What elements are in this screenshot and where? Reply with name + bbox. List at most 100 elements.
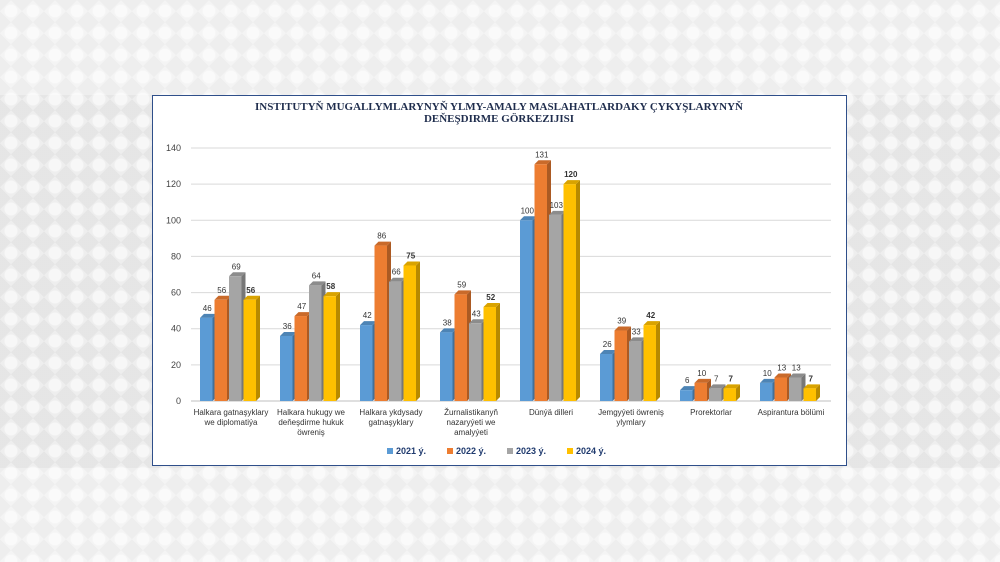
category-label-line: nazaryýeti we xyxy=(447,418,496,427)
bar xyxy=(760,382,773,401)
category-label-line: deňeşdirme hukuk xyxy=(278,418,344,427)
chart-title-line: DEŇEŞDIRME GÖRKEZIJISI xyxy=(424,112,574,125)
bar xyxy=(643,325,656,401)
bar xyxy=(323,296,336,401)
x-axis: Halkara gatnaşyklary we diplomatiýa Halkar… xyxy=(194,408,825,437)
bar xyxy=(200,317,213,401)
bar xyxy=(294,316,307,401)
legend-label: 2024 ý. xyxy=(576,446,606,456)
category-label-line: we diplomatiýa xyxy=(204,418,258,427)
data-label: 64 xyxy=(312,271,321,280)
bar xyxy=(520,220,533,401)
legend-swatch xyxy=(507,448,513,454)
data-label: 43 xyxy=(472,309,481,318)
bar xyxy=(454,294,467,401)
legend-label: 2023 ý. xyxy=(516,446,546,456)
legend-swatch xyxy=(567,448,573,454)
bar-top xyxy=(723,384,740,389)
category-label: Aspirantura bölümi xyxy=(758,408,825,417)
bar-side xyxy=(336,292,340,401)
bar xyxy=(280,335,293,401)
bar-side xyxy=(656,321,660,401)
y-tick-label: 100 xyxy=(166,215,181,225)
bar xyxy=(360,325,373,401)
data-labels: 46 56 69 56 36 47 64 58 42 86 66 75 38 59 43 52 100 131 10… xyxy=(203,150,814,385)
bar-top xyxy=(789,373,806,378)
bar xyxy=(789,377,802,401)
bar-top xyxy=(774,373,791,378)
y-tick-label: 140 xyxy=(166,143,181,153)
bar-top xyxy=(280,331,297,336)
y-tick-label: 80 xyxy=(171,251,181,261)
data-label: 100 xyxy=(521,206,535,215)
y-tick-label: 20 xyxy=(171,360,181,370)
bar-top xyxy=(694,378,711,383)
bar xyxy=(549,214,562,401)
category-label-line: Prorektorlar xyxy=(690,408,732,417)
bar xyxy=(229,276,242,401)
bar xyxy=(469,323,482,401)
bars xyxy=(200,160,820,401)
y-tick-label: 0 xyxy=(176,396,181,406)
bar-top xyxy=(803,384,820,389)
category-label-line: Halkara gatnaşyklary xyxy=(194,408,269,417)
bar-side xyxy=(576,180,580,401)
y-tick-label: 60 xyxy=(171,288,181,298)
bar xyxy=(709,388,722,401)
bar xyxy=(680,390,693,401)
bar xyxy=(614,330,627,401)
data-label: 120 xyxy=(564,170,578,179)
data-label: 56 xyxy=(217,286,226,295)
bar-top xyxy=(520,216,537,221)
bar-top xyxy=(483,303,500,308)
bar xyxy=(374,245,387,401)
background-band-top xyxy=(0,0,1000,95)
category-label: Dünýä dilleri xyxy=(529,408,573,417)
data-label: 10 xyxy=(697,369,706,378)
bar-top xyxy=(549,210,566,215)
data-label: 7 xyxy=(714,374,719,383)
data-label: 46 xyxy=(203,304,212,313)
data-label: 103 xyxy=(550,201,564,210)
bar xyxy=(403,265,416,401)
bar xyxy=(483,307,496,401)
bar xyxy=(723,388,736,401)
data-label: 36 xyxy=(283,322,292,331)
data-label: 42 xyxy=(646,311,655,320)
data-label: 58 xyxy=(326,282,335,291)
bar xyxy=(803,388,816,401)
data-label: 10 xyxy=(763,369,772,378)
bar xyxy=(563,184,576,401)
legend-label: 2021 ý. xyxy=(396,446,426,456)
bar xyxy=(243,299,256,401)
bar-top xyxy=(469,319,486,324)
bar-side xyxy=(816,384,820,401)
bar-top xyxy=(629,337,646,342)
data-label: 13 xyxy=(792,364,801,373)
category-label-line: Dünýä dilleri xyxy=(529,408,573,417)
chart-title-line: INSTITUTYŇ MUGALLYMLARYNYŇ YLMY-AMALY MA… xyxy=(255,101,743,113)
data-label: 26 xyxy=(603,340,612,349)
bar-top xyxy=(374,241,391,246)
bar xyxy=(694,382,707,401)
bar-side xyxy=(416,261,420,401)
category-label: Halkara hukugy we deňeşdirme hukuk öwreniş xyxy=(277,408,346,437)
data-label: 38 xyxy=(443,318,452,327)
bar-top xyxy=(243,295,260,300)
data-label: 59 xyxy=(457,280,466,289)
bar xyxy=(774,377,787,401)
bar-top xyxy=(323,292,340,297)
bar-top xyxy=(643,321,660,326)
category-label-line: gatnaşyklary xyxy=(369,418,414,427)
data-label: 47 xyxy=(297,302,306,311)
category-label-line: amalyýeti xyxy=(454,428,488,437)
bar xyxy=(389,281,402,401)
bar-top xyxy=(360,321,377,326)
bar xyxy=(629,341,642,401)
data-label: 42 xyxy=(363,311,372,320)
category-label: Jemgyýeti öwreniş ylymlary xyxy=(598,408,664,427)
bar-top xyxy=(309,281,326,286)
bar-top xyxy=(454,290,471,295)
legend-label: 2022 ý. xyxy=(456,446,486,456)
bar xyxy=(534,164,547,401)
